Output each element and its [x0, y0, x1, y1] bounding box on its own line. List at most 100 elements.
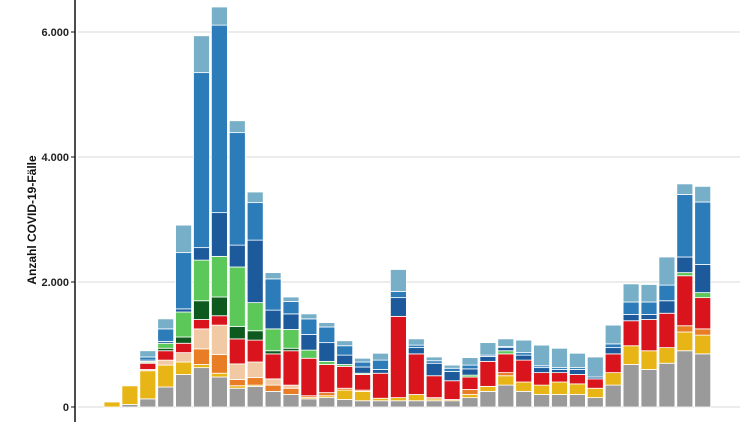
bar-segment — [210, 296, 228, 317]
bar-segment — [694, 185, 712, 203]
bar-segment — [139, 398, 157, 408]
bar-segment — [407, 400, 425, 408]
bar-stack — [354, 357, 372, 408]
bar-segment — [443, 367, 461, 372]
bar-stack — [175, 224, 193, 408]
bar-segment — [246, 361, 264, 379]
bar-segment — [193, 247, 210, 261]
bar-stack — [336, 340, 354, 408]
bar-segment — [389, 315, 407, 399]
bar-segment — [497, 384, 515, 408]
bar-segment — [228, 379, 246, 387]
y-tick-label: 4.000 — [41, 152, 69, 164]
bar-segment — [569, 369, 586, 375]
bar-segment — [461, 364, 479, 370]
bar-segment — [193, 259, 210, 302]
bar-segment — [533, 372, 550, 386]
bar-segment — [336, 340, 354, 347]
bar-segment — [246, 377, 264, 386]
bar-segment — [300, 349, 318, 359]
bar-segment — [658, 256, 676, 286]
bar-segment — [193, 72, 210, 249]
bar-segment — [193, 364, 210, 369]
bar-segment — [497, 350, 515, 355]
bar-segment — [479, 355, 497, 362]
bar-segment — [461, 389, 479, 395]
bar-segment — [694, 328, 712, 336]
bar-segment — [676, 272, 694, 277]
bar-segment — [175, 361, 193, 375]
bar-stack — [157, 318, 175, 408]
bar-segment — [586, 397, 604, 408]
bar-segment — [515, 359, 533, 383]
bar-segment — [479, 385, 497, 392]
bar-stack — [497, 338, 515, 408]
bar-segment — [586, 378, 604, 389]
bar-segment — [264, 328, 282, 352]
bar-segment — [515, 339, 533, 354]
bar-segment — [157, 359, 175, 366]
bar-segment — [318, 326, 336, 344]
bar-segment — [157, 350, 175, 361]
bar-segment — [175, 342, 193, 354]
bar-segment — [407, 347, 425, 355]
bar-segment — [676, 183, 694, 195]
bar-segment — [372, 352, 389, 361]
bar-segment — [157, 328, 175, 342]
bar-segment — [264, 309, 282, 330]
bar-segment — [694, 201, 712, 265]
bar-segment — [139, 362, 157, 370]
bar-segment — [658, 312, 676, 349]
bar-stack — [407, 338, 425, 408]
bar-segment — [300, 334, 318, 351]
bar-segment — [658, 347, 676, 364]
y-tick-label: 0 — [63, 402, 69, 414]
bar-segment — [640, 301, 658, 315]
bar-segment — [479, 360, 497, 387]
bar-segment — [318, 392, 336, 397]
bar-segment — [318, 360, 336, 365]
bar-stack — [479, 342, 497, 408]
bar-segment — [425, 362, 443, 377]
bar-segment — [515, 390, 533, 408]
bar-segment — [497, 338, 515, 347]
bar-segment — [640, 369, 658, 408]
bar-segment — [622, 345, 640, 365]
bar-segment — [193, 35, 210, 74]
y-tick-label: 6.000 — [41, 27, 69, 39]
bar-segment — [569, 394, 586, 408]
bar-segment — [228, 266, 246, 327]
bar-segment — [175, 336, 193, 344]
bar-segment — [586, 356, 604, 378]
bar-segment — [604, 372, 622, 386]
bar-segment — [658, 362, 676, 408]
bar-segment — [372, 400, 389, 408]
bar-segment — [569, 352, 586, 369]
bar-segment — [282, 313, 300, 330]
bar-segment — [676, 331, 694, 352]
bar-segment — [210, 354, 228, 374]
bar-segment — [210, 6, 228, 26]
bar-segment — [533, 344, 550, 367]
bar-stack — [300, 313, 318, 408]
bar-segment — [551, 369, 568, 374]
bar-segment — [461, 394, 479, 399]
bar-segment — [246, 191, 264, 204]
bar-segment — [372, 359, 389, 370]
bar-stack — [569, 352, 586, 408]
bar-segment — [175, 311, 193, 338]
bar-segment — [336, 399, 354, 408]
bar-segment — [658, 284, 676, 302]
bar-segment — [228, 363, 246, 380]
bar-segment — [551, 394, 568, 408]
bar-stack — [228, 120, 246, 408]
bar-segment — [443, 380, 461, 400]
y-axis-label: Anzahl COVID-19-Fälle — [25, 155, 39, 285]
bar-segment — [282, 296, 300, 302]
bar-stack — [193, 35, 210, 408]
bar-segment — [479, 342, 497, 356]
bar-segment — [175, 308, 193, 313]
bar-segment — [318, 342, 336, 362]
bar-segment — [569, 383, 586, 395]
bar-segment — [515, 354, 533, 361]
